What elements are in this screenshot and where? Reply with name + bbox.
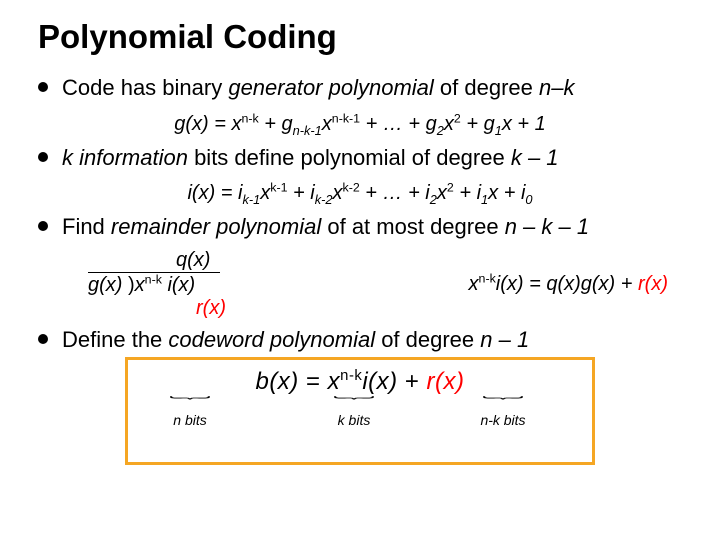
bullet-icon — [38, 334, 48, 344]
division-equation: xn-ki(x) = q(x)g(x) + r(x) — [469, 273, 668, 296]
bullet-4-text: Define the codeword polynomial of degree… — [62, 326, 529, 354]
long-division: q(x) g(x) ) xn-k i(x) r(x) — [88, 249, 226, 320]
brace-icon: ︸ — [288, 401, 420, 406]
page-title: Polynomial Coding — [38, 18, 682, 56]
bullet-1: Code has binary generator polynomial of … — [38, 74, 682, 102]
bullet-1-text: Code has binary generator polynomial of … — [62, 74, 574, 102]
formula-gx: g(x) = xn-k + gn-k-1xn-k-1 + … + g2x2 + … — [38, 112, 682, 136]
brace-icon: ︸ — [145, 401, 235, 406]
brace-nk: ︸ n-k bits — [468, 398, 538, 428]
brace-icon: ︸ — [451, 401, 556, 406]
brace-n: ︸ n bits — [160, 398, 220, 428]
bullet-4: Define the codeword polynomial of degree… — [38, 326, 682, 354]
brace-row: ︸ n bits ︸ k bits ︸ n-k bits — [140, 398, 580, 428]
bullet-2-text: k information bits define polynomial of … — [62, 144, 559, 172]
bullet-3: Find remainder polynomial of at most deg… — [38, 213, 682, 241]
codeword-box: b(x) = xn-ki(x) + r(x) ︸ n bits ︸ k bits… — [125, 357, 595, 465]
bullet-icon — [38, 221, 48, 231]
division-block: q(x) g(x) ) xn-k i(x) r(x) xn-ki(x) = q(… — [88, 249, 668, 320]
formula-ix: i(x) = ik-1xk-1 + ik-2xk-2 + … + i2x2 + … — [38, 181, 682, 205]
brace-k: ︸ k bits — [310, 398, 398, 428]
bullet-icon — [38, 82, 48, 92]
bullet-3-text: Find remainder polynomial of at most deg… — [62, 213, 589, 241]
codeword-equation: b(x) = xn-ki(x) + r(x) — [140, 368, 580, 396]
bullet-2: k information bits define polynomial of … — [38, 144, 682, 172]
bullet-icon — [38, 152, 48, 162]
